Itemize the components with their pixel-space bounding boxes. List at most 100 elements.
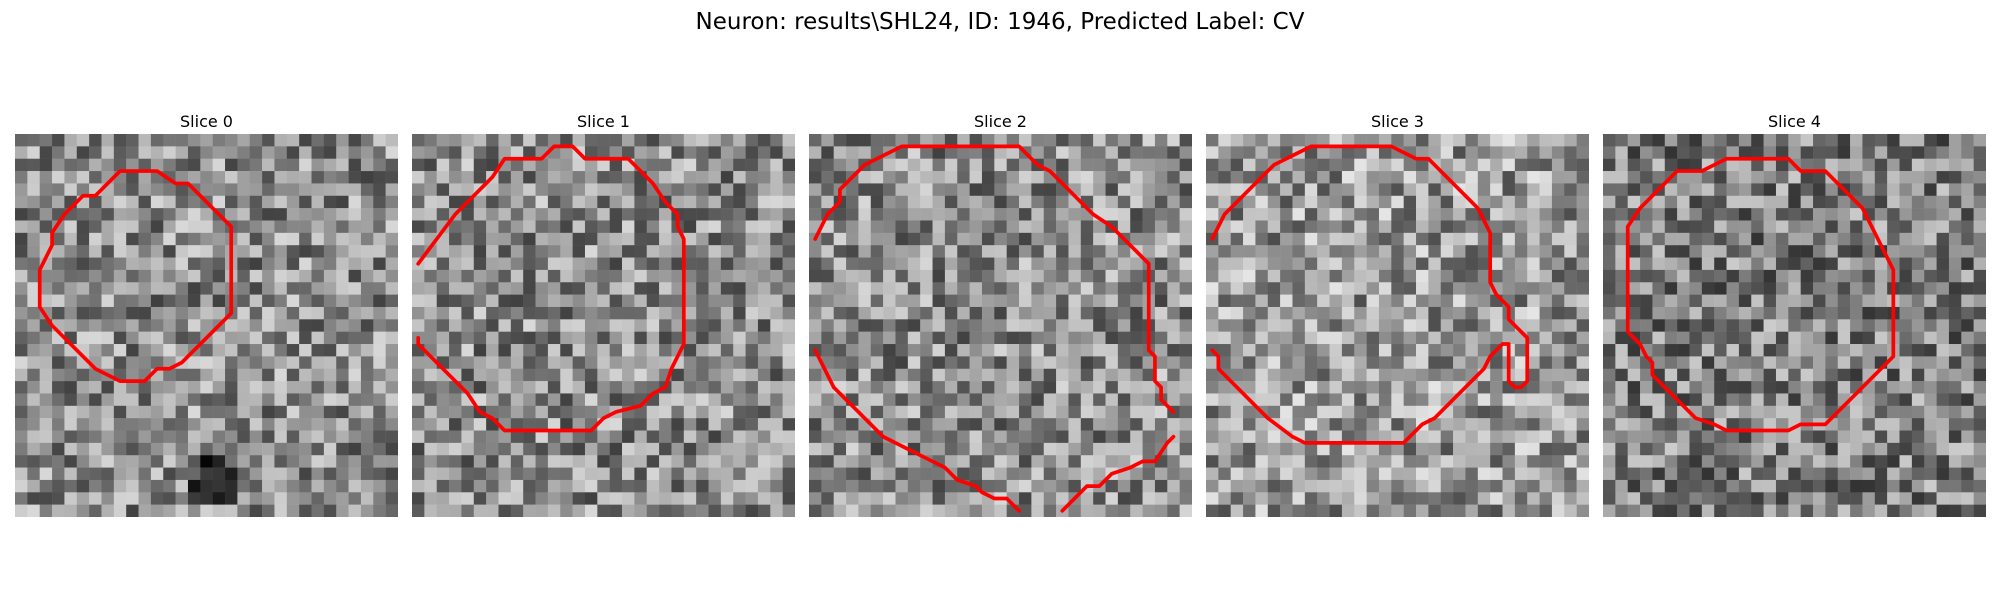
image-pixel (360, 232, 374, 246)
image-pixel (1763, 294, 1777, 308)
image-pixel (782, 331, 795, 345)
image-pixel (138, 344, 152, 357)
image-pixel (1068, 504, 1082, 517)
image-pixel (870, 183, 884, 197)
image-pixel (286, 257, 300, 271)
image-pixel (609, 195, 623, 209)
image-pixel (1255, 134, 1269, 147)
image-pixel (1477, 504, 1491, 517)
image-pixel (609, 220, 623, 234)
image-pixel (64, 405, 78, 419)
image-pixel (274, 467, 288, 481)
image-pixel (1813, 504, 1826, 517)
image-pixel (1440, 195, 1454, 209)
image-pixel (969, 183, 983, 197)
slice-image-4 (1603, 134, 1986, 517)
image-pixel (547, 344, 561, 357)
image-pixel (1948, 220, 1962, 234)
image-pixel (1105, 393, 1119, 407)
image-pixel (249, 195, 263, 209)
image-pixel (1539, 208, 1553, 221)
image-pixel (1911, 146, 1925, 159)
image-pixel (274, 306, 288, 320)
image-pixel (1936, 208, 1950, 221)
image-pixel (249, 331, 263, 345)
image-pixel (1117, 220, 1131, 234)
image-pixel (39, 418, 53, 431)
image-pixel (27, 232, 40, 246)
image-pixel (237, 455, 250, 468)
image-pixel (510, 183, 524, 197)
image-pixel (1117, 195, 1131, 209)
image-pixel (1924, 257, 1937, 271)
image-pixel (1788, 245, 1801, 258)
image-pixel (883, 504, 896, 517)
image-pixel (1973, 344, 1986, 357)
image-pixel (1031, 381, 1044, 394)
image-pixel (249, 146, 263, 159)
image-pixel (609, 282, 623, 295)
image-pixel (659, 220, 672, 234)
image-pixel (1154, 183, 1168, 197)
image-pixel (1738, 269, 1752, 283)
image-pixel (683, 393, 697, 407)
image-pixel (163, 183, 176, 197)
image-pixel (1267, 183, 1281, 197)
image-pixel (1465, 430, 1479, 444)
image-pixel (659, 467, 672, 481)
image-pixel (15, 467, 28, 481)
image-pixel (1640, 171, 1653, 184)
image-pixel (449, 504, 462, 517)
image-pixel (1366, 306, 1380, 320)
image-pixel (1243, 245, 1256, 258)
image-pixel (1267, 393, 1281, 407)
image-pixel (957, 430, 970, 444)
image-pixel (1142, 381, 1156, 394)
image-pixel (348, 208, 362, 221)
image-pixel (782, 257, 795, 271)
image-pixel (1689, 220, 1703, 234)
image-pixel (15, 393, 28, 407)
image-pixel (1924, 492, 1937, 505)
image-pixel (1403, 479, 1417, 493)
image-pixel (1911, 220, 1925, 234)
image-pixel (1936, 467, 1950, 481)
image-pixel (1527, 257, 1540, 271)
image-pixel (101, 492, 115, 505)
image-pixel (833, 344, 847, 357)
image-pixel (870, 257, 884, 271)
image-pixel (1304, 294, 1318, 308)
image-pixel (1167, 171, 1180, 184)
image-pixel (249, 232, 263, 246)
image-pixel (1354, 479, 1367, 493)
image-pixel (373, 269, 386, 283)
image-pixel (745, 257, 759, 271)
image-pixel (1142, 356, 1156, 369)
image-pixel (683, 171, 697, 184)
image-pixel (27, 269, 40, 283)
image-pixel (1267, 467, 1281, 481)
image-pixel (994, 356, 1007, 369)
image-pixel (1514, 504, 1528, 517)
image-pixel (757, 282, 771, 295)
image-pixel (412, 492, 425, 505)
image-pixel (299, 183, 312, 197)
image-pixel (1502, 171, 1516, 184)
image-pixel (101, 257, 115, 271)
image-pixel (720, 504, 734, 517)
image-pixel (1576, 269, 1589, 283)
image-pixel (39, 344, 53, 357)
image-pixel (262, 455, 275, 468)
image-pixel (249, 269, 263, 283)
image-pixel (1899, 208, 1913, 221)
image-pixel (1317, 146, 1330, 159)
image-pixel (907, 319, 921, 332)
image-pixel (249, 492, 263, 505)
image-pixel (770, 479, 783, 493)
image-pixel (1366, 479, 1380, 493)
image-pixel (671, 467, 685, 481)
image-pixel (1726, 368, 1740, 382)
image-pixel (1899, 319, 1913, 332)
image-pixel (1502, 134, 1516, 147)
image-pixel (1539, 356, 1553, 369)
